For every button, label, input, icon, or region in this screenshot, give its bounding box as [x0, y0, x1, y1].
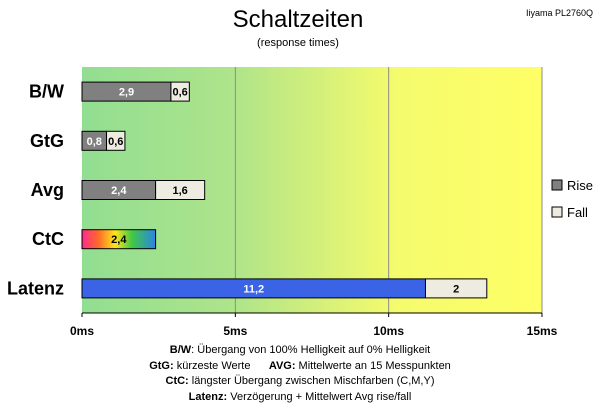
category-label: B/W [29, 82, 64, 102]
note-ctc: CtC: längster Übergang zwischen Mischfar… [0, 374, 600, 390]
bar-fall [170, 81, 190, 102]
note-gtg-avg: GtG: kürzeste Werte AVG: Mittelwerte an … [0, 359, 600, 375]
bars-layer: 2,9 0,6 0,8 0,6 2,4 1,6 2,4 11,2 2 [81, 81, 488, 299]
bar-rise-label: 2,4 [111, 185, 127, 197]
category-label: GtG [30, 131, 64, 151]
bar-fall [155, 180, 206, 200]
bar-fall-label: 2 [453, 283, 459, 295]
bar-rise-label: 11,2 [243, 283, 264, 295]
x-tick-label: 0ms [70, 324, 94, 338]
category-label: Latenz [7, 278, 64, 298]
category-label: CtC [32, 229, 64, 249]
note-avg-text: Mittelwerte an 15 Messpunkten [295, 359, 451, 372]
x-tick-label: 10ms [373, 324, 404, 338]
monitor-model-label: Iiyama PL2760Q [526, 8, 593, 18]
note-bw-text: : Übergang von 100% Helligkeit auf 0% He… [191, 344, 431, 356]
note-ctc-text: längster Übergang zwischen Mischfarben (… [188, 375, 435, 387]
note-latenz-text: Verzögerung + Mittelwert Avg rise/fall [227, 390, 412, 403]
note-ctc-key: CtC: [165, 375, 189, 387]
chart-title: Schaltzeiten [233, 6, 364, 33]
legend-notes: B/W: Übergang von 100% Helligkeit auf 0%… [0, 343, 600, 405]
note-bw-key: B/W [169, 344, 192, 356]
bar-fall-label: 0,6 [108, 136, 123, 148]
bar-fall [106, 130, 126, 151]
legend-label-rise: Rise [567, 178, 593, 193]
category-label: Avg [31, 180, 64, 200]
note-latenz-key: Latenz: [188, 390, 228, 403]
x-tick-label: 5ms [223, 324, 247, 338]
category-labels: B/W GtG Avg CtC Latenz [7, 82, 64, 299]
note-bw: B/W: Übergang von 100% Helligkeit auf 0%… [0, 343, 600, 359]
legend-swatch-fall [551, 206, 563, 218]
bar-fall [424, 278, 488, 299]
bar-rise-label: 2,4 [111, 234, 127, 246]
bar-rise-label: 2,9 [119, 87, 134, 99]
bar-fall-label: 1,6 [172, 185, 187, 197]
note-gtg-key: GtG: [149, 359, 174, 372]
x-tick-labels: 0ms 5ms 10ms 15ms [70, 324, 558, 338]
grid-layer [81, 67, 543, 317]
bar-fall-label: 0,6 [172, 87, 187, 99]
x-tick-label: 15ms [527, 324, 558, 338]
note-latenz: Latenz: Verzögerung + Mittelwert Avg ris… [0, 390, 600, 406]
legend-label-fall: Fall [567, 205, 588, 220]
legend-swatch-rise [551, 179, 563, 191]
bar-rise [81, 229, 157, 250]
note-gtg-text: kürzeste Werte [173, 359, 251, 372]
note-avg-key: AVG: [268, 359, 296, 372]
legend: Rise Fall [551, 178, 593, 220]
chart-subtitle: (response times) [257, 37, 339, 49]
bar-rise-label: 0,8 [87, 136, 102, 148]
